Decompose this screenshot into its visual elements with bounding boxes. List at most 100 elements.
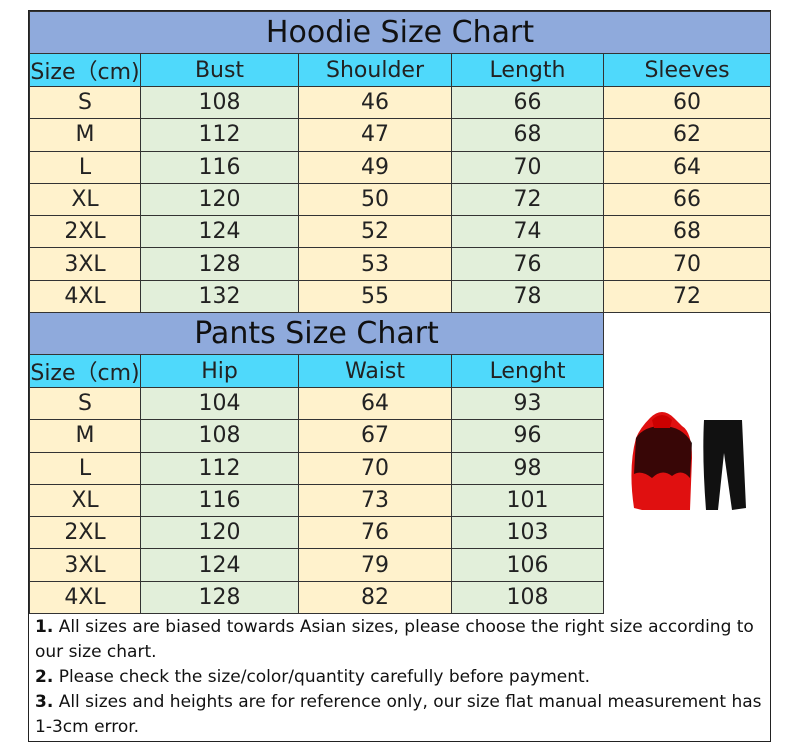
- table-row: S 108 46 66 60: [29, 85, 772, 120]
- table-cell: 4XL: [29, 580, 141, 615]
- table-cell: L: [29, 451, 141, 485]
- table-cell: 46: [298, 85, 452, 120]
- column-header: Size（cm): [29, 354, 141, 388]
- column-header: Waist: [298, 354, 452, 388]
- table-cell: 66: [451, 85, 604, 120]
- column-header: Sleeves: [602, 53, 772, 87]
- hoodie-title: Hoodie Size Chart: [28, 11, 772, 54]
- table-row: M 108 67 96: [29, 419, 605, 453]
- pants-size-table: Pants Size Chart Size（cm) Hip Waist Lenght S 1…: [28, 312, 605, 615]
- table-cell: 104: [140, 386, 299, 421]
- column-header: Hip: [140, 354, 299, 388]
- table-cell: M: [29, 419, 141, 453]
- table-cell: 108: [140, 85, 299, 120]
- table-cell: 120: [140, 182, 299, 217]
- table-cell: 64: [298, 386, 452, 421]
- table-cell: 3XL: [29, 548, 141, 582]
- column-header: Bust: [140, 53, 299, 87]
- table-cell: 124: [140, 548, 299, 582]
- table-cell: 70: [298, 451, 452, 485]
- pants-title: Pants Size Chart: [28, 312, 605, 355]
- table-row: XL 116 73 101: [29, 483, 605, 518]
- table-cell: 72: [602, 279, 772, 314]
- table-cell: 128: [140, 580, 299, 615]
- table-cell: 96: [450, 419, 605, 453]
- table-row: 3XL 128 53 76 70: [29, 247, 772, 281]
- column-header: Lenght: [450, 354, 605, 388]
- note-number: 1.: [35, 617, 54, 637]
- table-row: XL 120 50 72 66: [29, 182, 772, 217]
- table-cell: 67: [298, 419, 452, 453]
- table-cell: 112: [140, 451, 299, 485]
- table-cell: 49: [298, 150, 452, 184]
- table-cell: 70: [451, 150, 604, 184]
- table-cell: 116: [140, 150, 299, 184]
- table-cell: 53: [298, 247, 452, 281]
- table-cell: 47: [298, 118, 452, 152]
- table-cell: 68: [602, 215, 772, 249]
- table-row: S 104 64 93: [29, 386, 605, 421]
- table-cell: M: [29, 118, 141, 152]
- table-cell: 108: [450, 580, 605, 615]
- note-text: All sizes and heights are for reference …: [35, 692, 762, 737]
- table-cell: 82: [298, 580, 452, 615]
- note-text: Please check the size/color/quantity car…: [53, 667, 591, 687]
- table-cell: 79: [298, 548, 452, 582]
- table-cell: 120: [140, 516, 299, 550]
- note-item: 1. All sizes are biased towards Asian si…: [35, 615, 764, 665]
- table-cell: 76: [451, 247, 604, 281]
- table-cell: 93: [450, 386, 605, 421]
- table-cell: L: [29, 150, 141, 184]
- table-cell: XL: [29, 182, 141, 217]
- table-cell: 98: [450, 451, 605, 485]
- table-cell: 50: [298, 182, 452, 217]
- table-row: 2XL 120 76 103: [29, 516, 605, 550]
- table-cell: 101: [450, 483, 605, 518]
- table-cell: 108: [140, 419, 299, 453]
- size-chart: Hoodie Size Chart Size（cm) Bust Shoulder Len…: [28, 10, 772, 742]
- column-header: Size（cm): [29, 53, 141, 87]
- hoodie-size-table: Hoodie Size Chart Size（cm) Bust Shoulder Len…: [28, 11, 772, 314]
- table-cell: 73: [298, 483, 452, 518]
- column-header: Length: [451, 53, 604, 87]
- table-cell: 64: [602, 150, 772, 184]
- note-item: 2. Please check the size/color/quantity …: [35, 665, 764, 690]
- table-cell: 132: [140, 279, 299, 314]
- table-cell: 66: [602, 182, 772, 217]
- notes: 1. All sizes are biased towards Asian si…: [29, 613, 770, 741]
- table-row: L 112 70 98: [29, 451, 605, 485]
- table-row: L 116 49 70 64: [29, 150, 772, 184]
- table-cell: 106: [450, 548, 605, 582]
- table-cell: 78: [451, 279, 604, 314]
- table-cell: 2XL: [29, 215, 141, 249]
- note-item: 3. All sizes and heights are for referen…: [35, 690, 764, 740]
- column-header: Shoulder: [298, 53, 452, 87]
- table-cell: 3XL: [29, 247, 141, 281]
- table-row: M 112 47 68 62: [29, 118, 772, 152]
- table-cell: 74: [451, 215, 604, 249]
- table-row: 4XL 128 82 108: [29, 580, 605, 615]
- table-cell: 52: [298, 215, 452, 249]
- table-cell: 62: [602, 118, 772, 152]
- table-cell: 72: [451, 182, 604, 217]
- table-row: 2XL 124 52 74 68: [29, 215, 772, 249]
- table-cell: 103: [450, 516, 605, 550]
- table-cell: 60: [602, 85, 772, 120]
- table-row: 4XL 132 55 78 72: [29, 279, 772, 314]
- table-cell: S: [29, 85, 141, 120]
- table-cell: 70: [602, 247, 772, 281]
- product-image: [603, 313, 770, 613]
- table-cell: XL: [29, 483, 141, 518]
- table-cell: 55: [298, 279, 452, 314]
- table-cell: 128: [140, 247, 299, 281]
- table-cell: 112: [140, 118, 299, 152]
- table-cell: 124: [140, 215, 299, 249]
- table-cell: 76: [298, 516, 452, 550]
- table-cell: 2XL: [29, 516, 141, 550]
- note-number: 3.: [35, 692, 54, 712]
- table-cell: 68: [451, 118, 604, 152]
- table-cell: S: [29, 386, 141, 421]
- note-number: 2.: [35, 667, 54, 687]
- tracksuit-icon: [630, 412, 746, 510]
- table-cell: 116: [140, 483, 299, 518]
